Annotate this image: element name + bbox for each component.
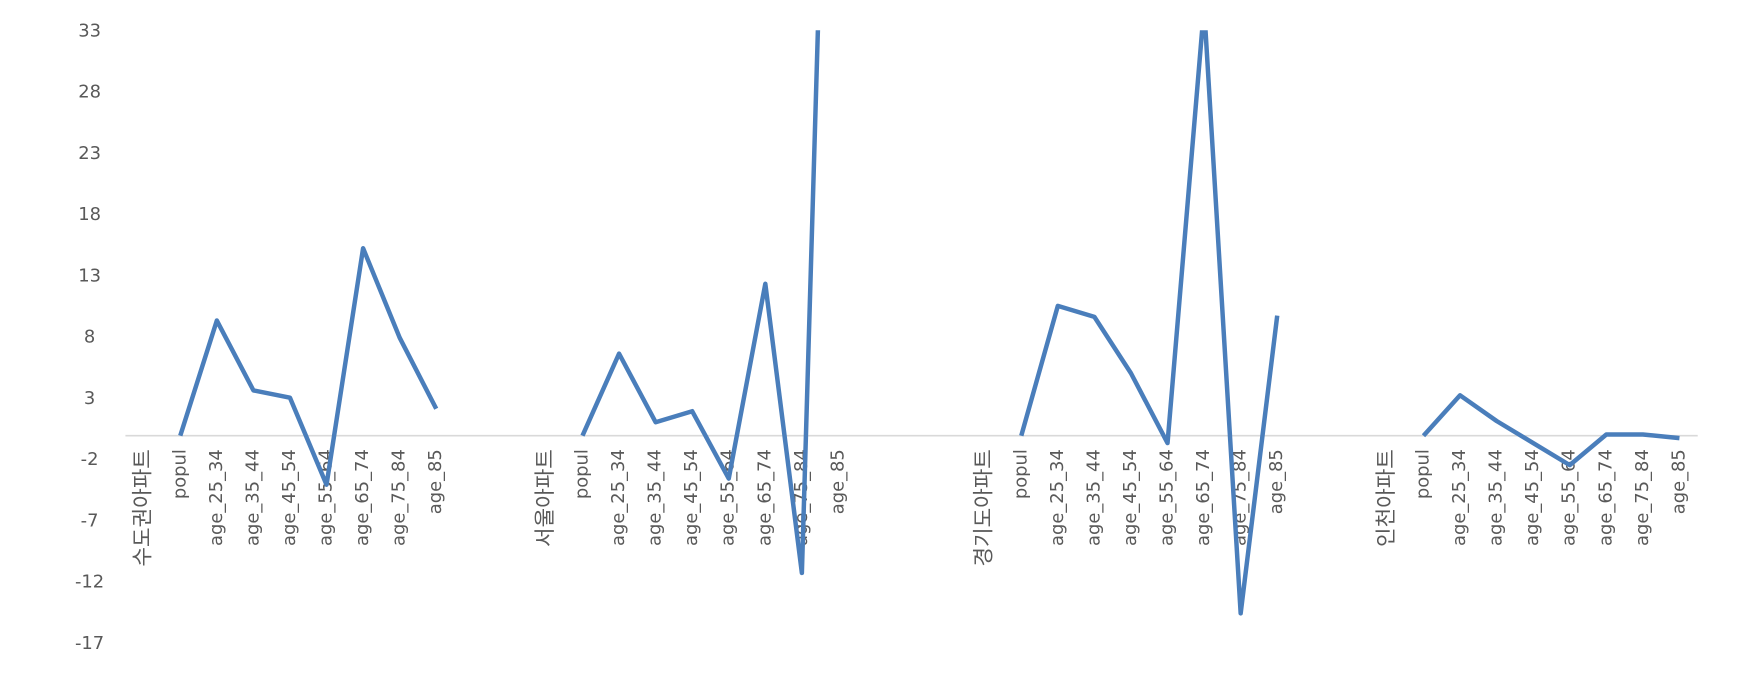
x-tick-label: popul bbox=[1412, 449, 1433, 499]
x-tick-label: age_25_34 bbox=[206, 449, 227, 546]
x-tick-label: age_85 bbox=[827, 449, 848, 514]
x-tick-label: age_45_54 bbox=[1120, 449, 1141, 546]
x-tick-label: age_45_54 bbox=[1522, 449, 1543, 546]
x-tick-label: popul bbox=[1010, 449, 1031, 499]
x-tick-label: age_85 bbox=[425, 449, 446, 514]
x-tick-label: age_65_74 bbox=[1193, 449, 1214, 546]
x-tick-label: age_55_64 bbox=[1157, 449, 1178, 546]
group-label: 인천아파트 bbox=[1374, 449, 1399, 547]
x-tick-label: age_25_34 bbox=[608, 449, 629, 546]
x-tick-label: popul bbox=[571, 449, 592, 499]
x-tick-label: age_55_64 bbox=[1559, 449, 1580, 546]
y-tick-label: -7 bbox=[81, 510, 99, 531]
x-tick-label: age_45_54 bbox=[681, 449, 702, 546]
y-tick-label: 28 bbox=[78, 82, 101, 103]
x-tick-label: age_65_74 bbox=[1595, 449, 1616, 546]
x-tick-label: age_25_34 bbox=[1449, 449, 1470, 546]
x-tick-label: age_35_44 bbox=[242, 449, 263, 546]
group-label: 경기도아파트 bbox=[972, 449, 997, 566]
group-label: 서울아파트 bbox=[533, 449, 558, 547]
x-tick-label: age_85 bbox=[1668, 449, 1689, 514]
y-tick-label: 18 bbox=[78, 204, 101, 225]
x-tick-label: age_35_44 bbox=[1486, 449, 1507, 546]
group-label: 수도권아파트 bbox=[131, 449, 156, 566]
line-series bbox=[178, 30, 1680, 616]
x-tick-label: age_55_64 bbox=[718, 449, 739, 546]
y-tick-label: -12 bbox=[75, 572, 104, 593]
x-tick-label: age_65_74 bbox=[352, 449, 373, 546]
y-tick-label: 13 bbox=[78, 265, 101, 286]
y-tick-label: 33 bbox=[78, 20, 101, 41]
y-tick-label: 23 bbox=[78, 143, 101, 164]
x-tick-label: age_85 bbox=[1266, 449, 1287, 514]
y-tick-label: 8 bbox=[84, 327, 95, 348]
x-tick-label: age_65_74 bbox=[754, 449, 775, 546]
x-tick-label: age_35_44 bbox=[1083, 449, 1104, 546]
y-tick-label: -17 bbox=[75, 633, 104, 654]
y-tick-label: -2 bbox=[81, 449, 99, 470]
x-tick-label: age_75_84 bbox=[389, 449, 410, 546]
x-tick-label: age_25_34 bbox=[1047, 449, 1068, 546]
x-tick-label: age_35_44 bbox=[645, 449, 666, 546]
x-tick-label: age_45_54 bbox=[279, 449, 300, 546]
y-tick-label: 3 bbox=[84, 388, 95, 409]
x-tick-label: age_75_84 bbox=[1632, 449, 1653, 546]
x-tick-label: popul bbox=[169, 449, 190, 499]
